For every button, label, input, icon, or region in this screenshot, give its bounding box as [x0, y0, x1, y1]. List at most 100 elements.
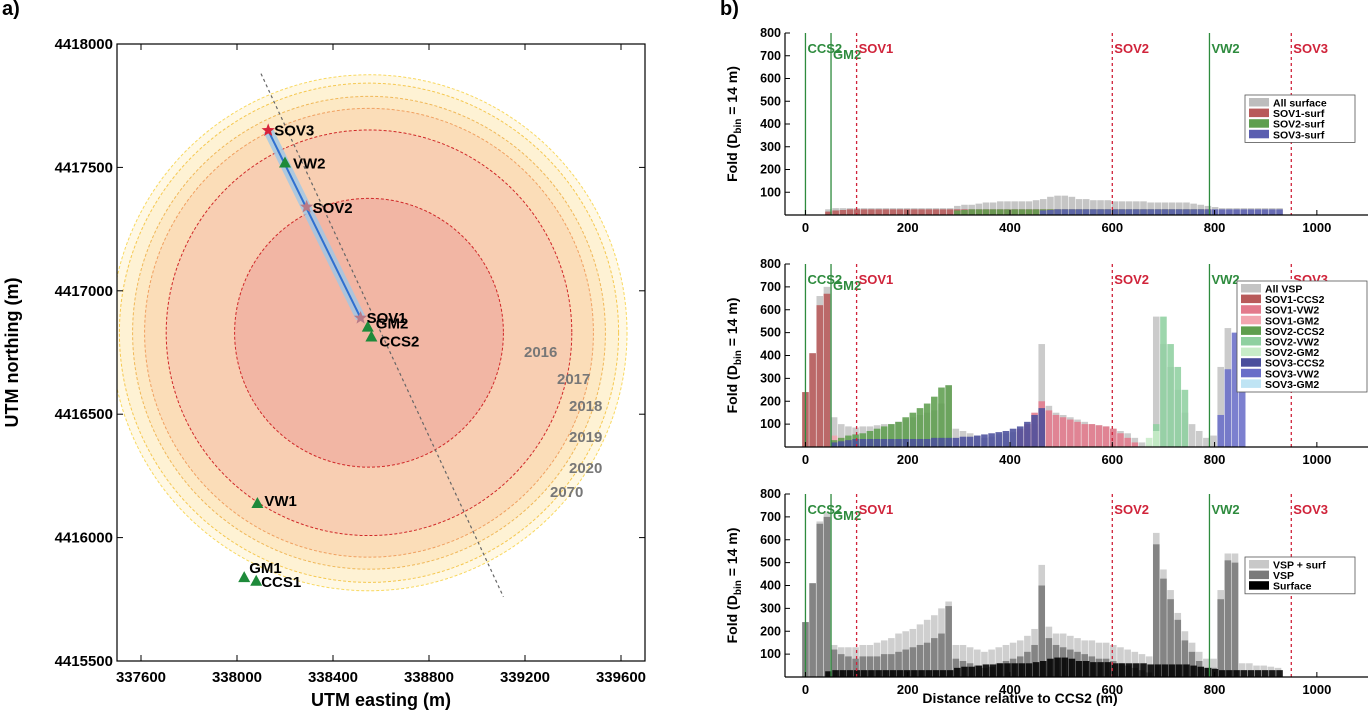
- bar-vsp: [1188, 651, 1196, 677]
- legend-swatch: [1249, 98, 1269, 107]
- legend-label: SOV2-surf: [1273, 119, 1325, 131]
- xtick-label: 400: [999, 682, 1021, 697]
- marker-label-ccs2: CCS2: [807, 272, 842, 287]
- plume-contour-2016: [234, 197, 504, 468]
- marker-label-vw2: VW2: [1211, 272, 1239, 287]
- bar-surface: [868, 670, 875, 677]
- bar-all-vsp: [830, 417, 838, 447]
- bar-sov1-surf: [911, 209, 918, 215]
- bar-sov3-surf: [1211, 209, 1219, 215]
- xtick-label: 0: [802, 220, 809, 235]
- well-label-vw1: VW1: [264, 493, 297, 510]
- bar-sov2-surf: [1004, 209, 1011, 215]
- bar-sov3-surf: [1261, 209, 1269, 215]
- bar-sov1-surf: [868, 209, 875, 215]
- xtick-label: 800: [1204, 220, 1226, 235]
- plume-year-label-2016: 2016: [524, 344, 557, 361]
- bar-sov1-surf: [832, 210, 839, 215]
- bar-sov3-ccs2: [931, 437, 938, 447]
- bar-vsp: [830, 649, 838, 677]
- bar-sov1-vw2: [1095, 425, 1103, 447]
- bar-surface: [1261, 670, 1269, 677]
- bar-vsp: [1045, 638, 1053, 677]
- bar-sov1-ccs2: [809, 353, 816, 447]
- bar-surface: [911, 670, 918, 677]
- legend-label: All surface: [1273, 98, 1327, 110]
- bar-surface: [1226, 670, 1233, 677]
- legend-swatch: [1241, 379, 1261, 388]
- plume-year-label-2070: 2070: [550, 484, 583, 501]
- bar-sov3-ccs2: [995, 432, 1003, 447]
- bar-sov2-vw2: [1160, 316, 1167, 447]
- bar-sov3-ccs2: [938, 437, 945, 447]
- legend-swatch: [1241, 315, 1261, 325]
- bar-sov3-surf: [1047, 209, 1054, 215]
- bar-sov2-vw2: [1181, 389, 1189, 447]
- bar-sov3-surf: [1269, 209, 1276, 215]
- bar-vsp-surf: [966, 647, 974, 677]
- bar-sov3-ccs2: [866, 438, 874, 447]
- well-label-ccs2: CCS2: [379, 333, 419, 350]
- bar-sov3-surf: [1082, 209, 1090, 215]
- bar-sov1-surf: [925, 209, 932, 215]
- ytick-label: 800: [760, 487, 781, 501]
- bar-sov2-vw2: [1174, 366, 1182, 447]
- legend-swatch: [1241, 294, 1261, 304]
- marker-label-sov1: SOV1: [859, 41, 894, 56]
- bar-sov1-vw2: [1124, 437, 1131, 447]
- legend-label: SOV1-surf: [1273, 108, 1325, 120]
- legend-label: VSP + surf: [1273, 560, 1326, 572]
- bar-all-surface: [1140, 201, 1147, 215]
- bar-sov3-ccs2: [923, 438, 931, 447]
- bar-sov2-surf: [968, 209, 975, 215]
- xtick-label: 400: [999, 452, 1021, 467]
- bar-sov1-surf: [853, 209, 861, 215]
- map-xtick-label: 338000: [212, 669, 262, 686]
- profile-line: [260, 73, 504, 598]
- xtick-label: 600: [1101, 682, 1123, 697]
- bar-surface: [1140, 663, 1147, 677]
- bar-all-surface: [1147, 202, 1154, 215]
- bar-sov2-ccs2: [931, 396, 938, 447]
- well-marker-ccs2: [365, 330, 378, 342]
- bar-surface: [1125, 663, 1133, 677]
- legend-swatch: [1241, 326, 1261, 335]
- bar-sov2-ccs2: [916, 408, 924, 447]
- well-marker-ccs1: [250, 574, 263, 586]
- bar-all-surface: [1133, 201, 1140, 215]
- bar-all-surface: [997, 201, 1004, 215]
- xtick-label: 400: [999, 220, 1021, 235]
- ytick-label: 800: [760, 26, 781, 40]
- bar-sov3-surf: [1240, 209, 1248, 215]
- bar-sov1-surf: [889, 209, 897, 215]
- ytick-label: 200: [760, 163, 781, 177]
- legend-swatch: [1249, 560, 1269, 569]
- bar-sov2-surf: [1018, 209, 1026, 215]
- bar-surface: [1090, 662, 1097, 677]
- bar-vsp-surf: [995, 647, 1003, 677]
- bar-sov3-surf: [1118, 209, 1126, 215]
- bar-sov3-surf: [1226, 209, 1233, 215]
- ytick-label: 500: [760, 326, 781, 340]
- well-marker-vw1: [251, 497, 264, 509]
- ytick-label: 700: [760, 510, 781, 524]
- bar-sov1-vw2: [1052, 414, 1060, 447]
- bar-all-surface: [1175, 202, 1183, 215]
- bar-sov2-surf: [1025, 209, 1033, 215]
- bar-sov2-surf: [961, 209, 968, 215]
- bar-surface: [889, 670, 897, 677]
- well-label-ccs1: CCS1: [261, 574, 301, 591]
- bar-surface: [1183, 664, 1190, 677]
- bar-vsp: [916, 644, 924, 677]
- bar-all-surface: [1118, 201, 1126, 215]
- bar-sov3-surf: [1168, 209, 1176, 215]
- ytick-label: 600: [760, 533, 781, 547]
- bar-vsp: [902, 649, 909, 677]
- bar-all-surface: [1032, 200, 1040, 215]
- legend-swatch: [1249, 108, 1269, 118]
- bar-sov3-surf: [1276, 209, 1283, 215]
- xtick-label: 0: [802, 452, 809, 467]
- bar-surface: [1025, 663, 1033, 677]
- legend-label: VSP: [1273, 570, 1294, 582]
- well-marker-vw2: [279, 156, 291, 168]
